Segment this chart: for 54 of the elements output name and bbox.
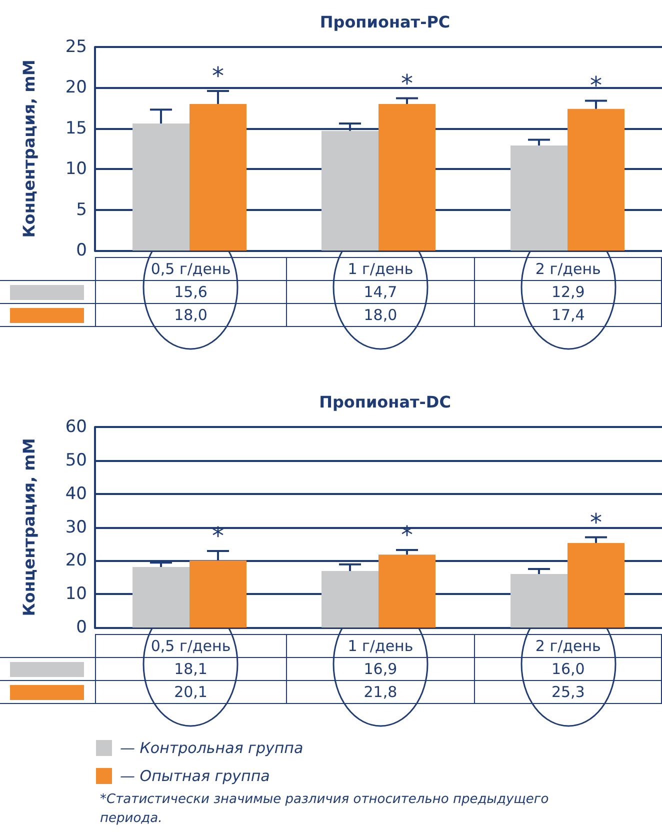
bar xyxy=(378,554,436,628)
annotation: * xyxy=(590,72,602,100)
bar xyxy=(132,567,190,628)
y-tick-label: 15 xyxy=(65,118,87,138)
legend-label: — Опытная группа xyxy=(119,766,271,787)
y-axis-title: Концентрация, mM xyxy=(20,438,38,616)
chart-title: Пропионат-DC xyxy=(319,392,451,412)
y-tick-label: 10 xyxy=(65,159,87,180)
bar xyxy=(132,124,190,250)
data-label: 16,9 xyxy=(286,658,475,680)
bar xyxy=(322,571,378,628)
legend-label: — Контрольная группа xyxy=(119,738,304,759)
bar xyxy=(568,108,624,250)
y-tick-label: 10 xyxy=(65,584,87,604)
data-label: 18,0 xyxy=(95,304,286,326)
bar xyxy=(190,104,246,250)
annotation: * xyxy=(590,508,602,536)
data-label: 15,6 xyxy=(95,280,286,304)
x-tick-label: 2 г/день xyxy=(474,258,662,280)
data-label: 18,0 xyxy=(286,304,475,326)
annotation: * xyxy=(212,62,224,90)
y-tick-label: 25 xyxy=(65,37,87,57)
x-tick-label: 0,5 г/день xyxy=(95,634,286,658)
bar xyxy=(190,560,246,628)
bar xyxy=(378,104,436,250)
y-tick-label: 5 xyxy=(76,200,87,220)
y-tick-label: 50 xyxy=(65,450,87,470)
data-label: 16,0 xyxy=(474,658,662,680)
y-tick-label: 0 xyxy=(76,240,87,260)
x-tick-label: 0,5 г/день xyxy=(95,258,286,280)
bar xyxy=(510,145,568,250)
bar xyxy=(568,542,624,628)
bar xyxy=(322,130,378,250)
y-tick-label: 20 xyxy=(65,78,87,98)
bar xyxy=(510,574,568,628)
annotation: * xyxy=(401,69,413,98)
y-axis-title: Концентрация, mM xyxy=(20,60,38,238)
x-tick-label: 1 г/день xyxy=(286,634,475,658)
x-tick-label: 2 г/день xyxy=(474,634,662,658)
data-label: 14,7 xyxy=(286,280,475,304)
data-label: 12,9 xyxy=(474,280,662,304)
data-label: 25,3 xyxy=(474,680,662,704)
y-tick-label: 20 xyxy=(65,550,87,571)
y-tick-label: 0 xyxy=(76,618,87,638)
data-label: 18,1 xyxy=(95,658,286,680)
y-tick-label: 40 xyxy=(65,484,87,504)
data-label: 20,1 xyxy=(95,680,286,704)
x-tick-label: 1 г/день xyxy=(286,258,475,280)
y-tick-label: 30 xyxy=(65,517,87,538)
data-label: 17,4 xyxy=(474,304,662,326)
y-tick-label: 60 xyxy=(65,417,87,437)
chart-title: Пропионат-PC xyxy=(320,12,450,32)
data-label: 21,8 xyxy=(286,680,475,704)
text: *Статистически значимые различия относительно предыдущего периода. xyxy=(100,791,550,828)
